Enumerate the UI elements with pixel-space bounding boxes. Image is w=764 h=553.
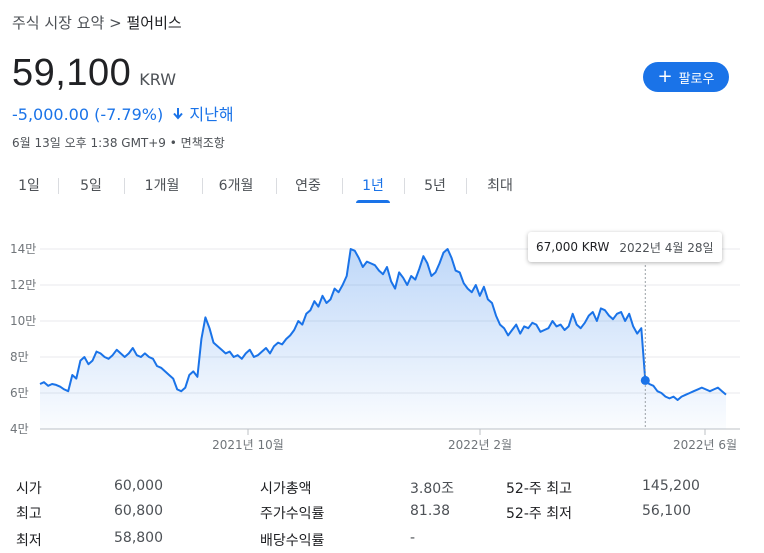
tab-1m[interactable]: 1개월 bbox=[144, 178, 180, 194]
y-tick-label: 4만 bbox=[10, 422, 29, 436]
price-chart[interactable]: 14만 12만 10만 8만 6만 4만 2021년 10월 2022년 2월 2022년 6… bbox=[0, 225, 764, 460]
price-area-fill bbox=[40, 249, 726, 429]
change-amount: -5,000.00 (-7.79%) bbox=[12, 105, 164, 124]
stat-label-52w-high: 52-주 최고 bbox=[506, 481, 572, 497]
stat-label-52w-low: 52-주 최저 bbox=[506, 506, 572, 522]
tab-5d[interactable]: 5일 bbox=[80, 178, 102, 194]
currency-label: KRW bbox=[139, 70, 177, 89]
price-row: 59,100 KRW bbox=[12, 52, 176, 95]
stat-value-52w-high: 145,200 bbox=[642, 478, 700, 494]
tab-divider bbox=[202, 178, 203, 194]
breadcrumb-separator: > bbox=[109, 14, 122, 32]
y-tick-label: 8만 bbox=[10, 350, 29, 364]
tab-divider bbox=[404, 178, 405, 194]
y-tick-label: 10만 bbox=[10, 314, 36, 328]
tab-divider bbox=[124, 178, 125, 194]
stat-label-high: 최고 bbox=[16, 506, 42, 522]
stat-label-pe-ratio: 주가수익률 bbox=[260, 506, 325, 522]
follow-label: 팔로우 bbox=[678, 71, 715, 87]
y-tick-label: 14만 bbox=[10, 242, 36, 256]
stat-label-open: 시가 bbox=[16, 481, 42, 497]
stat-value-52w-low: 56,100 bbox=[642, 503, 691, 519]
tab-divider bbox=[276, 178, 277, 194]
tab-max[interactable]: 최대 bbox=[487, 178, 513, 194]
quote-timestamp: 6월 13일 오후 1:38 GMT+9 • 면책조항 bbox=[12, 136, 225, 150]
stat-label-low: 최저 bbox=[16, 533, 42, 549]
tab-divider bbox=[466, 178, 467, 194]
tab-divider bbox=[342, 178, 343, 194]
tooltip-value: 67,000 KRW bbox=[536, 240, 610, 254]
tab-6m[interactable]: 6개월 bbox=[218, 178, 254, 194]
stat-value-pe-ratio: 81.38 bbox=[410, 503, 451, 519]
x-tick-label: 2022년 2월 bbox=[448, 438, 512, 452]
arrow-down-icon bbox=[172, 105, 184, 124]
tab-5y[interactable]: 5년 bbox=[424, 178, 446, 194]
price-line bbox=[39, 248, 727, 401]
hover-point bbox=[640, 375, 650, 385]
tooltip-date: 2022년 4월 28일 bbox=[619, 240, 714, 255]
breadcrumb-current: 펄어비스 bbox=[126, 14, 182, 32]
tab-divider bbox=[58, 178, 59, 194]
stats-table: 시가 60,000 최고 60,800 최저 58,800 시가총액 3.80조… bbox=[0, 472, 764, 552]
breadcrumb-root[interactable]: 주식 시장 요약 bbox=[12, 14, 105, 32]
x-tick-label: 2022년 6월 bbox=[673, 438, 737, 452]
stat-label-market-cap: 시가총액 bbox=[260, 481, 312, 497]
current-price: 59,100 bbox=[12, 52, 132, 94]
stat-value-dividend-yield: - bbox=[410, 530, 416, 546]
stat-value-open: 60,000 bbox=[114, 478, 163, 494]
change-period: 지난해 bbox=[189, 105, 234, 124]
stat-value-low: 58,800 bbox=[114, 530, 163, 546]
price-change: -5,000.00 (-7.79%) 지난해 bbox=[12, 101, 234, 125]
plus-icon: + bbox=[657, 66, 673, 87]
tab-1y[interactable]: 1년 bbox=[352, 170, 394, 203]
breadcrumb: 주식 시장 요약 > 펄어비스 bbox=[12, 12, 182, 33]
stat-value-market-cap: 3.80조 bbox=[410, 481, 455, 497]
y-tick-label: 12만 bbox=[10, 278, 36, 292]
tab-ytd[interactable]: 연중 bbox=[295, 178, 321, 194]
stat-value-high: 60,800 bbox=[114, 503, 163, 519]
follow-button[interactable]: + 팔로우 bbox=[643, 62, 729, 92]
y-tick-label: 6만 bbox=[10, 386, 29, 400]
stat-label-dividend-yield: 배당수익률 bbox=[260, 533, 325, 549]
chart-tooltip: 67,000 KRW 2022년 4월 28일 bbox=[528, 232, 722, 262]
range-tabs: 1일 5일 1개월 6개월 연중 1년 5년 최대 bbox=[0, 170, 764, 204]
tab-1d[interactable]: 1일 bbox=[18, 178, 40, 194]
x-tick-label: 2021년 10월 bbox=[212, 438, 284, 452]
